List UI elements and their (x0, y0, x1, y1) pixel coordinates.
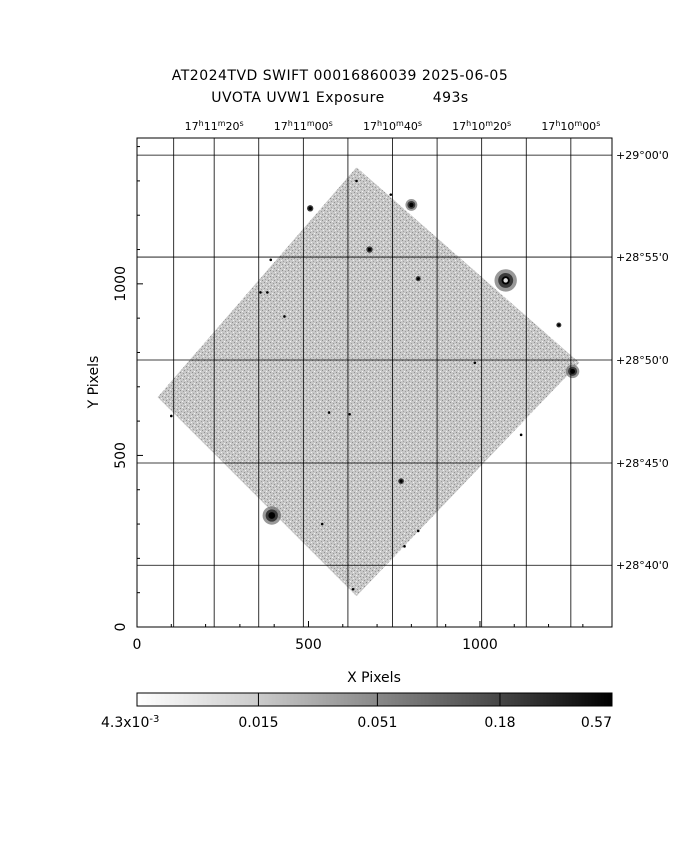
colorbar-ticks: 4.3x10-3 0.015 0.051 0.18 0.57 (101, 693, 612, 731)
x-axis-label: X Pixels (347, 670, 401, 686)
source-13 (473, 361, 477, 365)
source-15 (169, 414, 173, 418)
x-tick-label: 1000 (462, 637, 498, 653)
source-16 (327, 411, 331, 414)
source-18 (389, 193, 393, 196)
ra-tick-label: 17h10m20s (452, 119, 511, 134)
dec-tick-label: +28°50'0 (616, 354, 669, 367)
source-6 (398, 478, 404, 485)
y-axis: 0 500 1000 (113, 146, 143, 632)
x-axis: 0 500 1000 (133, 621, 584, 653)
subtitle-exposure-time: 493s (432, 90, 469, 106)
dec-tick-label: +29°00'0 (616, 149, 669, 162)
source-10 (266, 291, 269, 294)
colorbar-tick-label: 4.3x10-3 (101, 714, 159, 732)
colorbar-tick-label: 0.57 (581, 715, 612, 731)
colorbar-tick-label: 0.18 (484, 715, 515, 731)
ra-tick-label: 17h11m20s (185, 119, 244, 134)
source-4 (366, 246, 373, 253)
grid-lines (137, 138, 612, 627)
source-5 (307, 205, 314, 212)
colorbar (136, 692, 613, 707)
source-11 (403, 545, 406, 548)
y-tick-label: 1000 (113, 266, 129, 302)
chart-subtitle: UVOTA UVW1 Exposure 493s (0, 90, 680, 106)
dec-tick-label: +28°55'0 (616, 251, 669, 264)
source-1 (262, 506, 282, 525)
ra-axis: 17h11m20s 17h11m00s 17h10m40s 17h10m20s 17h1… (185, 119, 601, 134)
source-2 (565, 364, 580, 379)
ra-tick-label: 17h11m00s (274, 119, 333, 134)
source-19 (259, 291, 262, 294)
source-22 (519, 433, 523, 437)
dec-axis: +29°00'0 +28°55'0 +28°50'0 +28°45'0 +28°40'0 (616, 149, 669, 572)
x-tick-label: 500 (295, 637, 322, 653)
chart-title: AT2024TVD SWIFT 00016860039 2025-06-05 (171, 68, 509, 84)
source-8 (556, 322, 562, 328)
source-20 (269, 258, 273, 262)
source-21 (320, 522, 324, 526)
y-axis-label: Y Pixels (86, 356, 102, 410)
sources-layer (169, 179, 580, 591)
source-14 (355, 179, 358, 183)
source-7 (415, 276, 421, 282)
subtitle-instrument: UVOTA UVW1 Exposure (211, 90, 385, 106)
dec-tick-label: +28°40'0 (616, 559, 669, 572)
y-tick-label: 0 (113, 623, 129, 632)
x-tick-label: 0 (133, 637, 142, 653)
dec-tick-label: +28°45'0 (616, 457, 669, 470)
colorbar-tick-label: 0.015 (238, 715, 278, 731)
y-tick-label: 500 (113, 442, 129, 469)
source-23 (351, 587, 355, 591)
source-0 (494, 269, 517, 292)
exposure-footprint (157, 167, 580, 597)
source-12 (416, 529, 420, 533)
ra-tick-label: 17h10m40s (363, 119, 422, 134)
colorbar-tick-label: 0.051 (357, 715, 397, 731)
ra-tick-label: 17h10m00s (541, 119, 600, 134)
source-17 (348, 412, 351, 416)
source-9 (283, 315, 286, 318)
source-3 (405, 198, 418, 211)
plot-frame (136, 137, 613, 628)
